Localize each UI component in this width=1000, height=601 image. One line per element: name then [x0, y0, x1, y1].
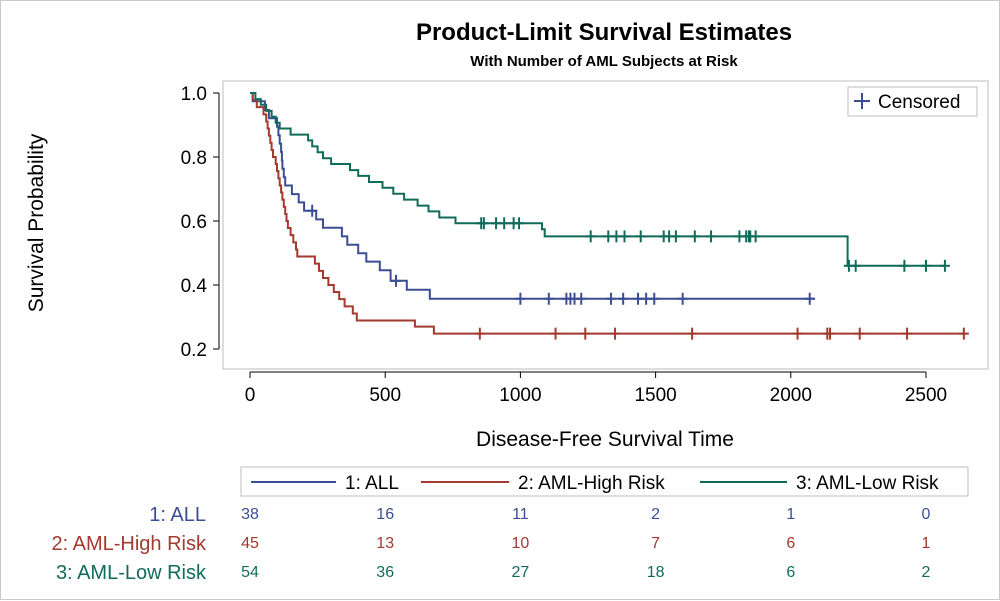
censor-mark-low-risk — [706, 230, 717, 243]
x-tick-label: 2500 — [905, 385, 947, 406]
x-axis: 0 500 1000 1500 2000 2500 — [245, 371, 947, 406]
censor-mark-high-risk — [474, 327, 485, 340]
series-line-high-risk — [250, 92, 967, 335]
risk-value-low-risk: 54 — [241, 564, 259, 581]
censor-mark-all — [618, 292, 629, 305]
series-layer — [250, 92, 967, 335]
censor-mark-all — [576, 292, 587, 305]
censor-mark-high-risk — [687, 327, 698, 340]
censor-mark-high-risk — [580, 327, 591, 340]
risk-value-high-risk: 1 — [922, 535, 931, 552]
censor-mark-high-risk — [825, 327, 836, 340]
y-tick-label: 0.4 — [181, 276, 208, 297]
chart-subtitle: With Number of AML Subjects at Risk — [470, 53, 738, 70]
x-tick-label: 0 — [245, 385, 256, 406]
risk-row-label-high-risk: 2: AML-High Risk — [52, 533, 207, 555]
x-tick-label: 500 — [369, 385, 401, 406]
risk-value-low-risk: 2 — [922, 564, 931, 581]
risk-value-all: 2 — [651, 506, 660, 523]
risk-value-high-risk: 6 — [786, 535, 795, 552]
risk-row-label-all: 1: ALL — [149, 504, 206, 526]
censor-mark-low-risk — [921, 259, 931, 272]
risk-value-high-risk: 45 — [241, 535, 259, 552]
censor-mark-low-risk — [499, 217, 510, 230]
series-line-low-risk — [250, 92, 945, 267]
y-tick-label: 0.6 — [181, 212, 207, 233]
risk-value-all: 38 — [241, 506, 259, 523]
censor-mark-low-risk — [750, 230, 761, 243]
y-tick-label: 1.0 — [181, 84, 207, 105]
censor-mark-high-risk — [792, 327, 803, 340]
censor-mark-low-risk — [899, 259, 910, 272]
risk-row-label-low-risk: 3: AML-Low Risk — [56, 562, 207, 584]
censor-mark-high-risk — [958, 327, 969, 340]
censored-legend-plus-icon — [854, 93, 870, 109]
y-axis-label: Survival Probability — [25, 133, 48, 312]
censor-mark-all — [307, 204, 318, 217]
risk-value-all: 1 — [786, 506, 795, 523]
censor-mark-high-risk — [550, 327, 561, 340]
legend-label-all: 1: ALL — [345, 473, 399, 494]
censor-mark-all — [649, 292, 660, 305]
risk-value-high-risk: 13 — [376, 535, 394, 552]
risk-value-low-risk: 36 — [376, 564, 394, 581]
x-tick-label: 1500 — [634, 385, 676, 406]
censor-mark-all — [804, 292, 815, 305]
risk-value-high-risk: 7 — [651, 535, 660, 552]
censor-mark-high-risk — [854, 327, 865, 340]
censor-mark-all — [391, 274, 402, 287]
censor-mark-low-risk — [689, 230, 700, 243]
censor-mark-low-risk — [585, 230, 596, 243]
series-line-all — [250, 92, 816, 300]
x-tick-label: 2000 — [770, 385, 812, 406]
legend-label-high-risk: 2: AML-High Risk — [518, 473, 665, 494]
censor-mark-all — [677, 292, 688, 305]
y-axis: 0.2 0.4 0.6 0.8 1.0 — [181, 84, 220, 361]
censor-mark-high-risk — [610, 327, 621, 340]
censor-mark-low-risk — [635, 230, 646, 243]
y-tick-label: 0.8 — [181, 148, 207, 169]
censor-mark-low-risk — [670, 230, 681, 243]
risk-value-all: 16 — [376, 506, 394, 523]
censor-mark-all — [605, 292, 616, 305]
x-tick-label: 1000 — [499, 385, 541, 406]
censored-legend: Censored — [847, 86, 978, 117]
plot-area — [222, 80, 989, 370]
risk-value-all: 11 — [512, 506, 529, 523]
risk-value-low-risk: 6 — [786, 564, 795, 581]
chart-title: Product-Limit Survival Estimates — [416, 19, 792, 46]
risk-value-all: 0 — [922, 506, 931, 523]
censor-mark-low-risk — [514, 217, 525, 230]
censor-mark-low-risk — [619, 230, 630, 243]
censor-mark-low-risk — [850, 259, 861, 272]
censor-mark-all — [515, 292, 526, 305]
censored-legend-label: Censored — [878, 92, 960, 113]
censor-mark-high-risk — [902, 327, 913, 340]
risk-value-low-risk: 27 — [512, 564, 530, 581]
legend-label-low-risk: 3: AML-Low Risk — [796, 473, 939, 494]
x-axis-label: Disease-Free Survival Time — [476, 428, 734, 451]
censor-layer — [307, 204, 969, 340]
at-risk-table: 1: ALL 38 16 11 2 1 02: AML-High Risk 45 13 10 7 6 1… — [52, 504, 931, 584]
censor-mark-low-risk — [939, 259, 950, 272]
series-legend: 1: ALL 2: AML-High Risk 3: AML-Low Risk — [240, 466, 969, 497]
censor-mark-all — [543, 292, 554, 305]
y-tick-label: 0.2 — [181, 340, 207, 361]
censor-mark-low-risk — [478, 217, 489, 230]
series-legend-box — [240, 466, 969, 497]
risk-value-low-risk: 18 — [647, 564, 665, 581]
risk-value-high-risk: 10 — [512, 535, 530, 552]
